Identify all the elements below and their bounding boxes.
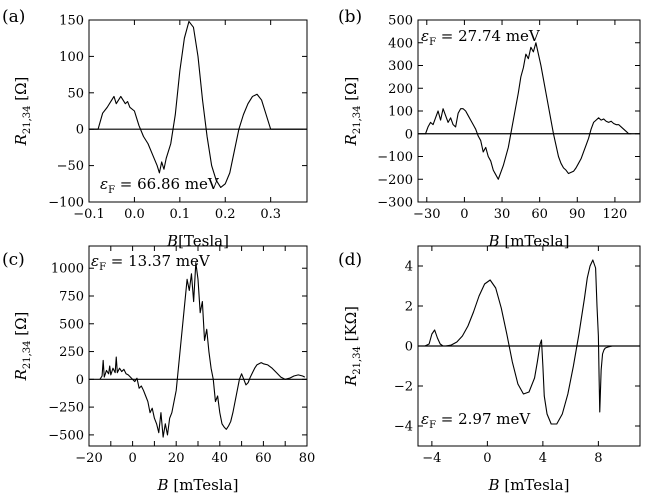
y-tick-label: −100: [48, 196, 84, 211]
x-tick-label: 0.2: [215, 207, 236, 222]
x-axis-label: B [mTesla]: [488, 476, 570, 494]
x-tick-label: 30: [494, 207, 511, 222]
panel-3: −20 0 20 40 60 80 −500 −250 0 250 500 750 1000 (c) B […: [2, 245, 316, 494]
x-tick-label: 60: [255, 451, 272, 466]
x-tick-label: −0.1: [73, 207, 105, 222]
y-tick-label: −300: [377, 196, 413, 211]
panel-label: (b): [338, 7, 362, 27]
y-tick-label: −500: [48, 428, 84, 443]
y-tick-label: 750: [59, 290, 84, 305]
panel-label: (c): [2, 250, 25, 270]
y-tick-label: 150: [59, 14, 84, 29]
panel-label: (a): [2, 7, 25, 27]
y-tick-label: −2: [394, 380, 413, 395]
y-tick-label: 300: [388, 59, 413, 74]
x-tick-label: 40: [212, 451, 229, 466]
y-tick-label: 0: [405, 127, 413, 142]
x-tick-label: 0: [128, 451, 136, 466]
fermi-energy-annotation: εF = 27.74 meV: [421, 27, 541, 48]
panel-4: −4 0 4 8 −4 −2 0 2 4 (d) B [mTesla] R21,34 [KΩ] εF =…: [338, 245, 641, 494]
x-tick-label: −4: [422, 451, 441, 466]
y-tick-label: 2: [405, 300, 413, 315]
plot-frame: [88, 19, 308, 203]
y-tick-label: 0: [76, 123, 84, 138]
y-tick-label: 500: [388, 14, 413, 29]
x-tick-label: 120: [603, 207, 628, 222]
series-line: [99, 262, 306, 438]
y-tick-label: 100: [388, 105, 413, 120]
y-tick-label: −100: [377, 150, 413, 165]
y-tick-label: 250: [59, 345, 84, 360]
y-axis-label: R21,34 [KΩ]: [342, 306, 363, 387]
plot-frame: [417, 19, 641, 203]
y-tick-label: −50: [57, 159, 84, 174]
y-axis-label: R21,34 [Ω]: [12, 77, 33, 147]
x-tick-label: 90: [569, 207, 586, 222]
fermi-energy-annotation: εF = 66.86 meV: [100, 175, 220, 196]
y-tick-label: −200: [377, 173, 413, 188]
panel-label: (d): [338, 250, 362, 270]
x-tick-label: 0.3: [260, 207, 281, 222]
y-tick-label: 4: [405, 260, 413, 275]
y-tick-label: 400: [388, 36, 413, 51]
x-tick-label: 20: [168, 451, 185, 466]
y-tick-label: 0: [76, 373, 84, 388]
y-tick-label: 1000: [51, 262, 84, 277]
x-tick-label: 0: [460, 207, 468, 222]
series-line: [424, 259, 640, 425]
x-tick-label: 0.0: [124, 207, 145, 222]
y-tick-label: −250: [48, 401, 84, 416]
series-line: [423, 42, 632, 180]
x-tick-label: −30: [413, 207, 440, 222]
x-tick-label: 8: [594, 451, 602, 466]
x-tick-label: 0: [483, 451, 491, 466]
y-tick-label: −4: [394, 420, 413, 435]
x-axis-label: B [mTesla]: [488, 232, 570, 250]
x-tick-label: 60: [531, 207, 548, 222]
x-tick-label: −20: [75, 451, 102, 466]
x-tick-label: 0.1: [169, 207, 190, 222]
x-axis-label: B [mTesla]: [157, 476, 239, 494]
y-tick-label: 500: [59, 317, 84, 332]
x-tick-label: 4: [539, 451, 547, 466]
y-tick-label: 0: [405, 340, 413, 355]
series-line: [89, 20, 303, 188]
y-axis-label: R21,34 [Ω]: [342, 77, 363, 147]
fermi-energy-annotation: εF = 13.37 meV: [91, 252, 211, 273]
panel-2: −30 0 30 60 90 120−300−200−100010020030040050…: [338, 7, 641, 250]
fermi-energy-annotation: εF = 2.97 meV: [421, 410, 531, 431]
x-tick-label: 80: [299, 451, 316, 466]
panel-1: −0.1 0.0 0.1 0.2 0.3−100−50050100150(a)B[Tes…: [2, 7, 308, 250]
y-axis-label: R21,34 [Ω]: [12, 312, 33, 382]
y-tick-label: 100: [59, 50, 84, 65]
y-tick-label: 200: [388, 82, 413, 97]
y-tick-label: 50: [67, 86, 84, 101]
